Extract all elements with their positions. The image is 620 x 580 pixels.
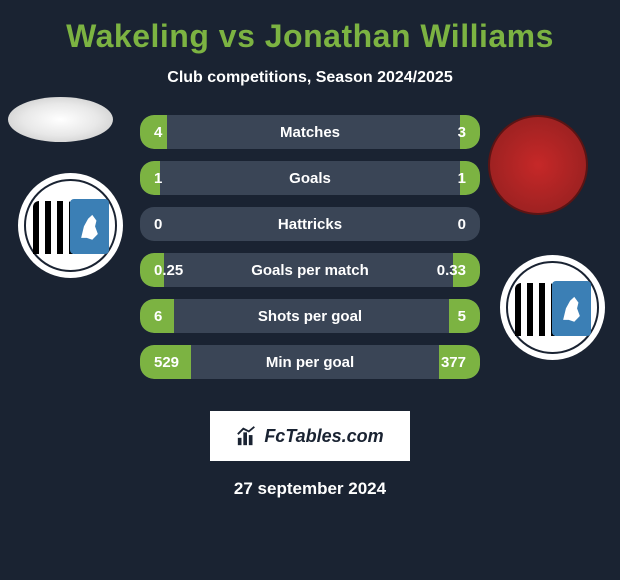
stat-label: Min per goal xyxy=(140,354,480,371)
stat-label: Goals xyxy=(140,170,480,187)
stat-row: 4Matches3 xyxy=(140,115,480,149)
subtitle: Club competitions, Season 2024/2025 xyxy=(0,69,620,87)
stat-value-right: 0.33 xyxy=(437,262,466,279)
stat-value-right: 3 xyxy=(458,124,466,141)
stat-value-right: 377 xyxy=(441,354,466,371)
stat-row: 529Min per goal377 xyxy=(140,345,480,379)
stat-row: 0Hattricks0 xyxy=(140,207,480,241)
stat-value-right: 5 xyxy=(458,308,466,325)
chart-icon xyxy=(236,425,258,447)
stat-label: Shots per goal xyxy=(140,308,480,325)
date-line: 27 september 2024 xyxy=(0,479,620,499)
footer-label: FcTables.com xyxy=(264,426,383,447)
stat-label: Matches xyxy=(140,124,480,141)
stat-label: Hattricks xyxy=(140,216,480,233)
page-title: Wakeling vs Jonathan Williams xyxy=(0,18,620,55)
stat-row: 1Goals1 xyxy=(140,161,480,195)
stat-row: 0.25Goals per match0.33 xyxy=(140,253,480,287)
player-photo-left xyxy=(8,97,113,142)
stats-area: 4Matches3 1Goals1 0Hattricks0 0.25Goals per… xyxy=(0,115,620,395)
player-photo-right xyxy=(488,115,588,215)
comparison-card: Wakeling vs Jonathan Williams Club compe… xyxy=(0,0,620,509)
footer-badge[interactable]: FcTables.com xyxy=(210,411,410,461)
club-badge-right xyxy=(500,255,605,360)
stat-label: Goals per match xyxy=(140,262,480,279)
stat-value-right: 0 xyxy=(458,216,466,233)
club-badge-left xyxy=(18,173,123,278)
stat-row: 6Shots per goal5 xyxy=(140,299,480,333)
stat-rows: 4Matches3 1Goals1 0Hattricks0 0.25Goals per… xyxy=(140,115,480,379)
stat-value-right: 1 xyxy=(458,170,466,187)
